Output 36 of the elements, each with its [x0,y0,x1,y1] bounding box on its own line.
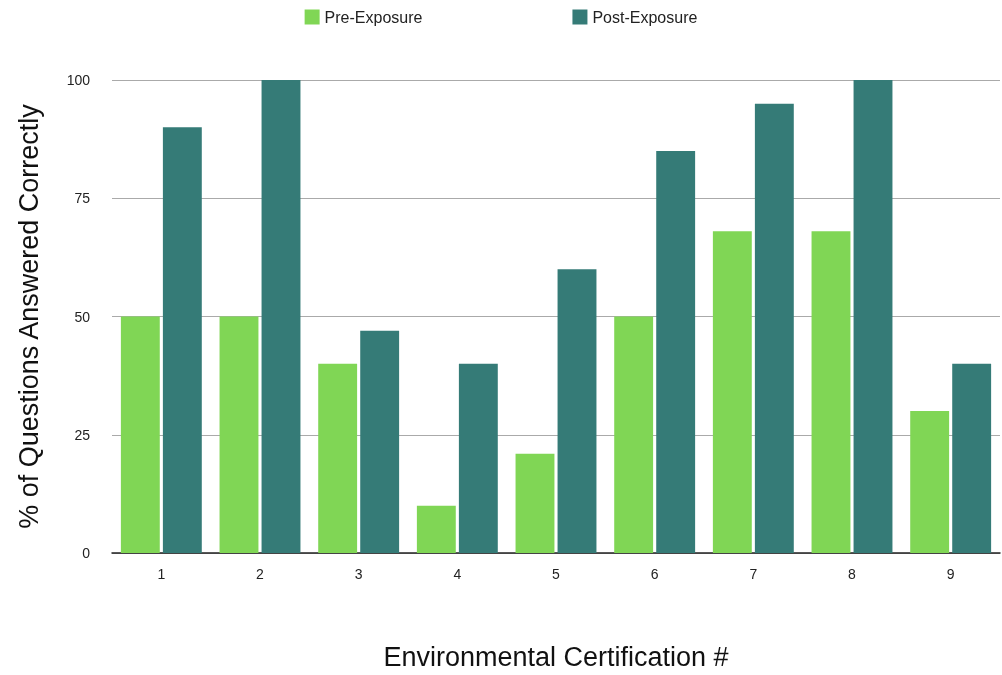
bar [614,316,654,553]
y-tick-label: 75 [74,190,91,207]
x-tick-label: 8 [848,566,857,582]
bar [458,363,498,553]
x-tick-label: 3 [354,566,363,582]
y-tick-label: 0 [82,545,91,561]
x-tick-label: 1 [157,566,166,582]
bar [360,330,400,553]
bar [811,231,851,553]
y-tick-label: 100 [66,72,91,88]
legend-label: Pre-Exposure [324,8,423,26]
bar [318,363,358,553]
bar [261,80,301,553]
bar [656,150,696,553]
bar [754,103,794,553]
x-tick-label: 7 [749,566,758,582]
y-tick-label: 50 [74,308,91,325]
y-tick-label: 25 [74,426,91,443]
bar [910,411,950,553]
bar [712,231,752,553]
bar [120,316,160,553]
bar [162,127,202,553]
x-tick-label: 5 [552,566,561,582]
bar [515,453,555,553]
y-axis-title: % of Questions Answered Correctly [13,103,44,529]
bar [416,505,456,553]
x-axis-title: Environmental Certification # [383,641,729,672]
x-tick-label: 6 [650,566,659,582]
x-tick-label: 9 [946,566,955,582]
bar [952,363,992,553]
bar [557,269,597,553]
legend-label: Post-Exposure [592,8,698,26]
bar [219,316,259,553]
bar [853,80,893,553]
x-tick-label: 2 [256,566,265,582]
x-tick-label: 4 [453,566,462,582]
